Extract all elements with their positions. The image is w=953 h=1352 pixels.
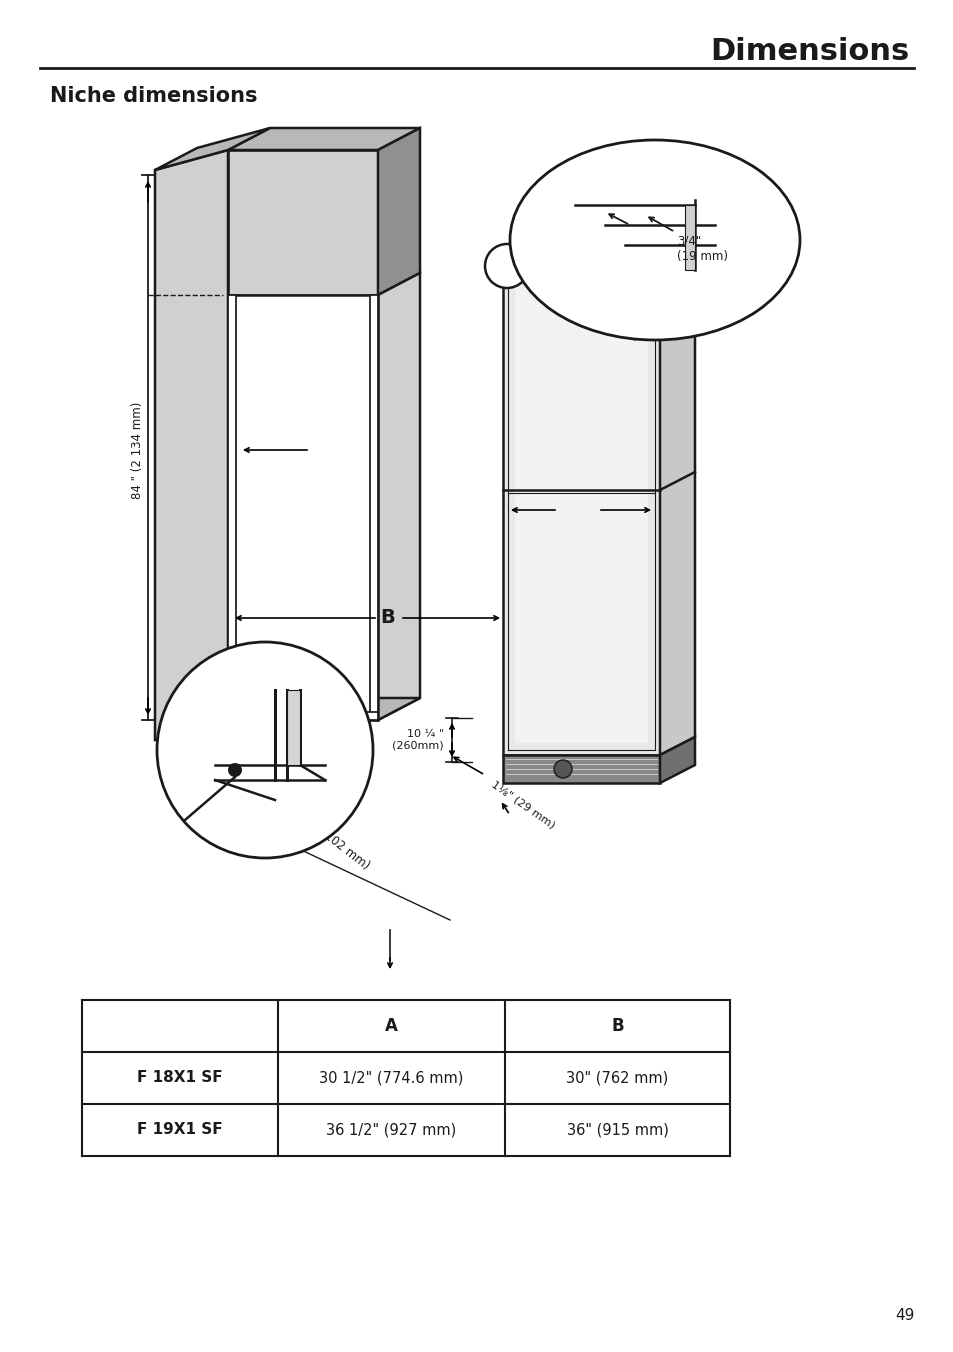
Text: F 19X1 SF: F 19X1 SF <box>137 1122 223 1137</box>
Polygon shape <box>502 243 695 262</box>
Polygon shape <box>502 262 659 754</box>
Polygon shape <box>154 698 270 740</box>
Text: B: B <box>380 608 395 627</box>
Text: >24 "
(610 mm): >24 " (610 mm) <box>291 441 353 469</box>
Text: 30 1/2" (774.6 mm): 30 1/2" (774.6 mm) <box>319 1071 463 1086</box>
Circle shape <box>228 763 242 777</box>
Polygon shape <box>659 243 695 754</box>
Text: 49: 49 <box>894 1307 914 1322</box>
Polygon shape <box>370 295 377 721</box>
Polygon shape <box>228 128 419 150</box>
Polygon shape <box>377 273 419 721</box>
Text: 4"(102 mm): 4"(102 mm) <box>308 818 372 872</box>
Circle shape <box>484 243 529 288</box>
Text: 36" (915 mm): 36" (915 mm) <box>566 1122 668 1137</box>
Polygon shape <box>228 713 377 721</box>
Polygon shape <box>287 690 299 765</box>
Circle shape <box>554 760 572 777</box>
Polygon shape <box>154 128 270 170</box>
Text: 30" (762 mm): 30" (762 mm) <box>566 1071 668 1086</box>
Ellipse shape <box>510 141 800 339</box>
Polygon shape <box>154 150 228 740</box>
Text: A: A <box>569 500 584 519</box>
Polygon shape <box>502 754 659 783</box>
Polygon shape <box>377 128 419 295</box>
Polygon shape <box>684 206 695 270</box>
Polygon shape <box>228 295 377 721</box>
Polygon shape <box>228 698 419 721</box>
Polygon shape <box>228 295 235 721</box>
Polygon shape <box>228 150 377 295</box>
Text: 3/4"
(19 mm): 3/4" (19 mm) <box>677 235 727 264</box>
Text: 1⅛" (29 mm): 1⅛" (29 mm) <box>490 780 557 830</box>
Text: 36 1/2" (927 mm): 36 1/2" (927 mm) <box>326 1122 456 1137</box>
Text: F 18X1 SF: F 18X1 SF <box>137 1071 223 1086</box>
Text: A: A <box>385 1017 397 1036</box>
Text: Dimensions: Dimensions <box>710 38 909 66</box>
Polygon shape <box>515 274 647 744</box>
Text: Niche dimensions: Niche dimensions <box>50 87 257 105</box>
Text: 84 " (2 134 mm): 84 " (2 134 mm) <box>132 402 144 499</box>
Text: 10 ¼ "
(260mm): 10 ¼ " (260mm) <box>392 729 443 750</box>
Circle shape <box>157 642 373 859</box>
Polygon shape <box>659 737 695 783</box>
Text: B: B <box>611 1017 623 1036</box>
